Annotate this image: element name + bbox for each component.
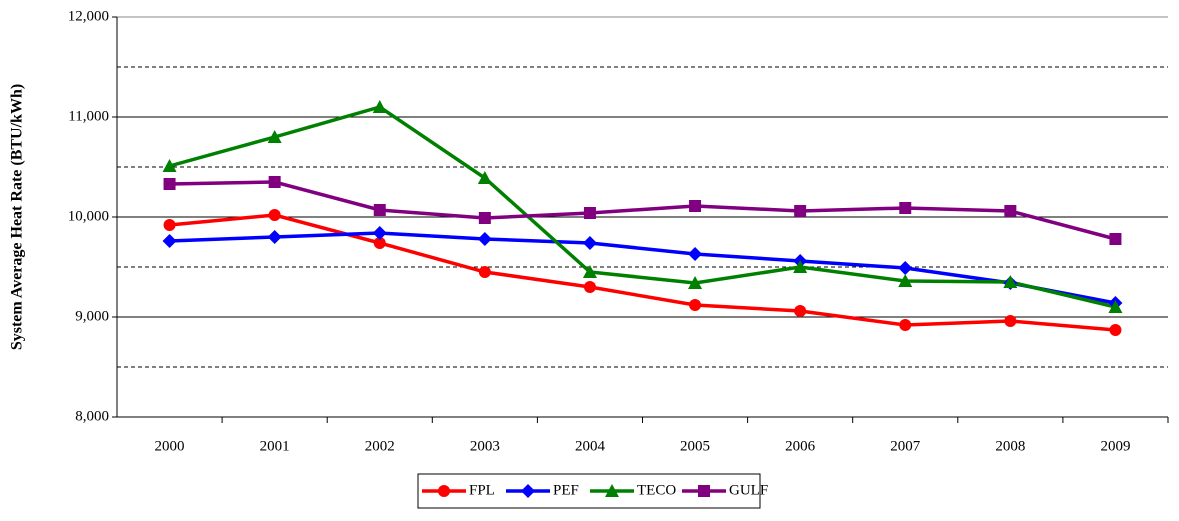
series-line — [169, 231, 1116, 305]
marker — [583, 281, 596, 293]
marker — [163, 219, 176, 231]
marker — [372, 100, 387, 113]
marker — [268, 209, 281, 221]
marker — [162, 159, 177, 172]
marker — [899, 319, 912, 331]
legend-label: GULF — [729, 482, 768, 498]
y-tick-label: 9,000 — [75, 308, 109, 324]
marker — [1109, 324, 1122, 336]
x-tick-label: 2002 — [365, 438, 395, 454]
marker — [1109, 233, 1122, 245]
marker — [582, 265, 597, 278]
marker — [793, 260, 808, 273]
x-tick-label: 2005 — [680, 438, 710, 454]
marker — [688, 247, 703, 261]
x-tick-label: 2004 — [575, 438, 606, 454]
marker — [478, 266, 491, 278]
marker — [267, 230, 282, 244]
marker — [698, 485, 710, 497]
marker — [794, 305, 807, 317]
marker — [1004, 205, 1017, 217]
x-tick-label: 2009 — [1100, 438, 1130, 454]
x-tick-label: 2007 — [890, 438, 921, 454]
marker — [477, 171, 492, 184]
marker — [583, 207, 596, 219]
x-tick-label: 2000 — [155, 438, 185, 454]
marker — [605, 484, 619, 497]
marker — [1108, 300, 1123, 313]
marker — [688, 276, 703, 289]
marker — [898, 261, 913, 275]
x-tick-label: 2001 — [260, 438, 290, 454]
legend-label: TECO — [637, 482, 676, 498]
marker — [898, 274, 913, 287]
marker — [163, 178, 176, 190]
marker — [478, 212, 491, 224]
marker — [373, 237, 386, 249]
y-tick-label: 10,000 — [68, 208, 109, 224]
marker — [1003, 275, 1018, 288]
marker — [689, 299, 702, 311]
legend-label: FPL — [469, 482, 495, 498]
y-tick-label: 12,000 — [68, 8, 109, 24]
marker — [1004, 315, 1017, 327]
marker — [438, 485, 450, 497]
marker — [521, 484, 535, 498]
marker — [268, 176, 281, 188]
marker — [372, 226, 387, 240]
marker — [899, 202, 912, 214]
legend-label: PEF — [553, 482, 579, 498]
marker — [267, 130, 282, 143]
series-line — [169, 180, 1116, 241]
series-line — [169, 213, 1116, 332]
marker — [373, 204, 386, 216]
series-line — [169, 105, 1116, 309]
x-tick-label: 2006 — [785, 438, 816, 454]
marker — [477, 232, 492, 246]
marker — [689, 200, 702, 212]
y-tick-label: 8,000 — [75, 408, 109, 424]
x-tick-label: 2003 — [470, 438, 500, 454]
y-tick-label: 11,000 — [68, 108, 109, 124]
marker — [582, 236, 597, 250]
marker — [794, 205, 807, 217]
y-axis-label: System Average Heat Rate (BTU/kWh) — [9, 84, 26, 350]
x-tick-label: 2008 — [995, 438, 1025, 454]
marker — [162, 234, 177, 248]
